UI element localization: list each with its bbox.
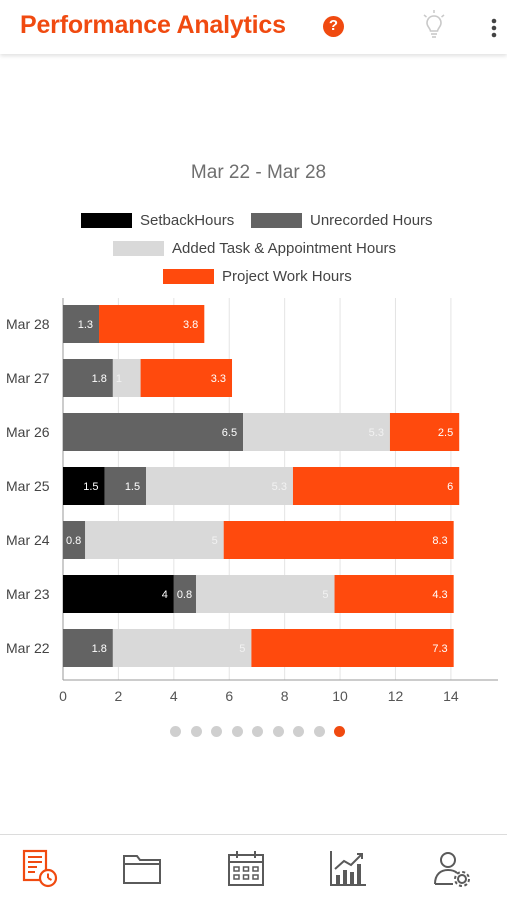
bar-segment — [389, 413, 460, 451]
bar-segment — [146, 467, 293, 505]
help-circle-icon[interactable]: ? — [323, 16, 344, 37]
bar-value-label: 1 — [116, 373, 122, 385]
bar-value-label: 7.3 — [432, 643, 447, 655]
bar-segment — [292, 467, 460, 505]
bar-value-label: 0.8 — [177, 589, 192, 601]
page-dot[interactable] — [293, 726, 304, 737]
legend-item-project: Project Work Hours — [163, 268, 352, 285]
page-dot[interactable] — [272, 726, 284, 737]
bar-segment — [112, 359, 141, 397]
page-title: Performance Analytics — [20, 11, 286, 39]
legend-swatch — [163, 269, 214, 284]
page-dot[interactable] — [334, 726, 345, 737]
bar-segment — [63, 305, 100, 343]
bar-value-label: 0.8 — [66, 535, 81, 547]
app-header: Performance Analytics ? — [0, 0, 507, 54]
legend-label: Unrecorded Hours — [310, 212, 433, 229]
bar-value-label: 4.3 — [432, 589, 447, 601]
x-tick-label: 8 — [281, 688, 289, 704]
x-tick-label: 6 — [225, 688, 233, 704]
bar-segment — [85, 521, 224, 559]
lightbulb-icon[interactable] — [422, 9, 446, 41]
bar-value-label: 1.5 — [83, 481, 98, 493]
category-label: Mar 23 — [6, 586, 50, 602]
legend-label: SetbackHours — [140, 212, 235, 229]
bar-segment — [63, 359, 113, 397]
bar-value-label: 1.8 — [92, 373, 107, 385]
bar-segment — [99, 305, 205, 343]
legend-swatch — [113, 241, 164, 256]
legend-item-unrecorded: Unrecorded Hours — [251, 212, 433, 229]
page-dot[interactable] — [231, 726, 243, 737]
bar-segment — [112, 629, 252, 667]
legend-swatch — [251, 213, 302, 228]
page-dot[interactable] — [313, 726, 325, 737]
bar-segment — [63, 521, 86, 559]
timesheet-icon[interactable] — [19, 847, 63, 891]
page-dot[interactable] — [252, 726, 263, 737]
folder-icon[interactable] — [120, 847, 164, 891]
x-tick-label: 12 — [388, 688, 404, 704]
bar-segment — [195, 575, 335, 613]
bar-segment — [140, 359, 233, 397]
bar-segment — [223, 521, 454, 559]
bar-segment — [173, 575, 196, 613]
legend-item-setback: SetbackHours — [81, 212, 234, 229]
page-dot[interactable] — [170, 726, 181, 737]
bar-value-label: 5 — [322, 589, 328, 601]
bar-value-label: 5.3 — [272, 481, 287, 493]
bar-value-label: 5.3 — [369, 427, 384, 439]
page-dot[interactable] — [190, 726, 202, 737]
x-tick-label: 0 — [59, 688, 67, 704]
category-label: Mar 25 — [6, 478, 50, 494]
bar-segment — [63, 629, 113, 667]
user-settings-icon[interactable] — [431, 847, 475, 891]
analytics-icon[interactable] — [326, 847, 370, 891]
bar-segment — [243, 413, 390, 451]
bar-segment — [63, 413, 244, 451]
category-label: Mar 28 — [6, 316, 50, 332]
bar-segment — [251, 629, 454, 667]
bar-value-label: 1.5 — [125, 481, 140, 493]
x-tick-label: 2 — [115, 688, 123, 704]
bar-segment — [63, 575, 174, 613]
page-dot[interactable] — [211, 726, 222, 737]
bar-value-label: 2.5 — [438, 427, 453, 439]
legend-swatch — [81, 213, 132, 228]
bar-value-label: 1.8 — [92, 643, 107, 655]
calendar-icon[interactable] — [224, 847, 268, 891]
date-range-label: Mar 22 - Mar 28 — [190, 162, 327, 183]
bar-value-label: 3.3 — [211, 373, 226, 385]
x-tick-label: 14 — [443, 688, 459, 704]
bar-segment — [104, 467, 147, 505]
x-tick-label: 10 — [332, 688, 348, 704]
bar-value-label: 8.3 — [432, 535, 447, 547]
page-indicator[interactable] — [170, 726, 355, 737]
category-label: Mar 26 — [6, 424, 50, 440]
x-tick-label: 4 — [170, 688, 178, 704]
legend-item-added: Added Task & Appointment Hours — [113, 240, 396, 257]
bar-value-label: 5 — [212, 535, 218, 547]
help-glyph: ? — [328, 17, 339, 34]
category-label: Mar 27 — [6, 370, 50, 386]
legend-label: Added Task & Appointment Hours — [172, 240, 397, 257]
more-vertical-icon[interactable] — [490, 17, 498, 39]
bar-value-label: 4 — [162, 589, 168, 601]
bar-value-label: 6 — [447, 481, 453, 493]
category-label: Mar 24 — [6, 532, 50, 548]
bottom-nav — [0, 834, 507, 901]
bar-segment — [334, 575, 454, 613]
bar-value-label: 3.8 — [183, 319, 198, 331]
category-label: Mar 22 — [6, 640, 50, 656]
legend-label: Project Work Hours — [222, 268, 352, 285]
bar-value-label: 1.3 — [78, 319, 93, 331]
bar-value-label: 5 — [239, 643, 245, 655]
bar-segment — [63, 467, 105, 505]
bar-value-label: 6.5 — [222, 427, 237, 439]
